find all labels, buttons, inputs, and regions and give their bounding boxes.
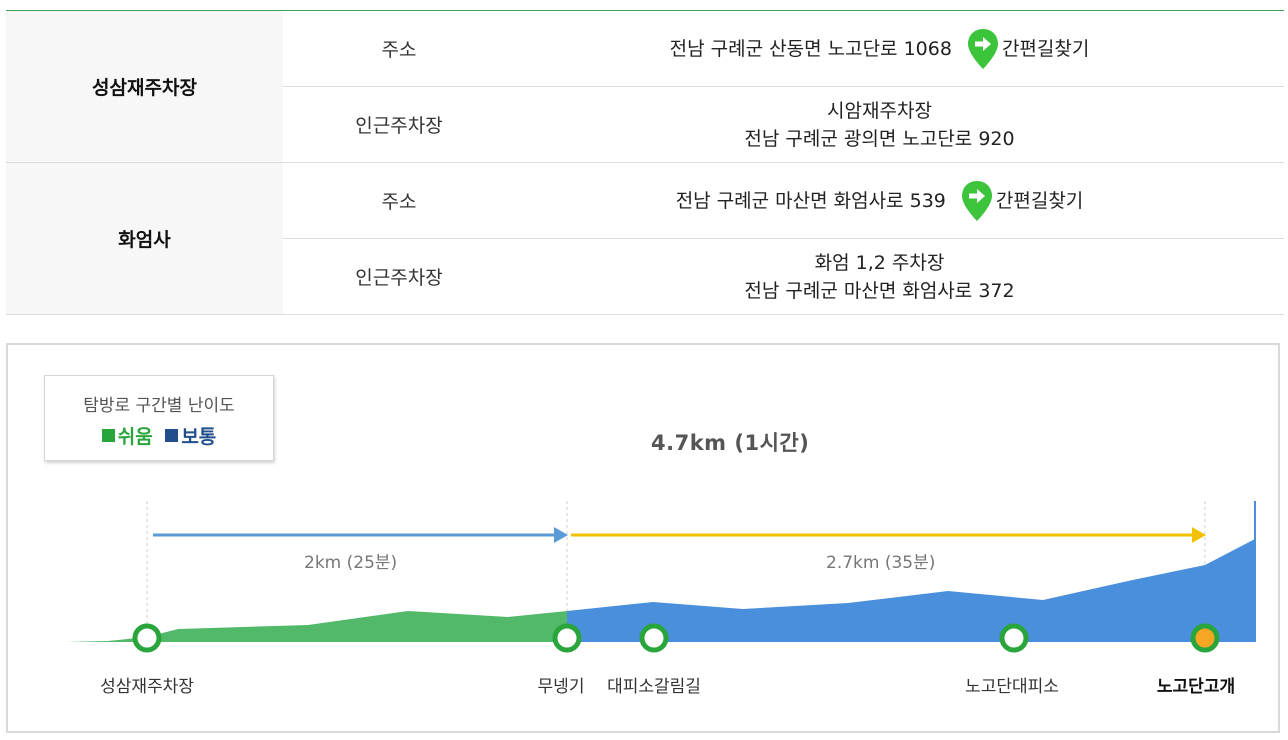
stop-label: 무넹기 [537, 677, 585, 697]
difficulty-legend: 탐방로 구간별 난이도 쉬움 보통 [44, 375, 274, 461]
segment-arrow-easy [153, 527, 568, 543]
parking-group: 화엄사 주소 전남 구례군 마산면 화엄사로 539 간편길찾기 [6, 163, 1284, 315]
stop-label: 성삼재주차장 [100, 677, 194, 697]
stop-marker-start [132, 623, 162, 653]
nearby-parking-address: 전남 구례군 광의면 노고단로 920 [744, 127, 1015, 150]
stop-marker-shelter [999, 623, 1029, 653]
row-label: 인근주차장 [355, 115, 443, 137]
normal-swatch [165, 429, 179, 442]
nearby-parking-row: 인근주차장 시암재주차장 전남 구례군 광의면 노고단로 920 [283, 86, 1284, 162]
elevation-area-normal [567, 539, 1255, 642]
row-label: 주소 [381, 191, 417, 213]
easy-route-label: 간편길찾기 [995, 189, 1084, 212]
stop-label: 대피소갈림길 [607, 677, 701, 697]
parking-table: 성삼재주차장 주소 전남 구례군 산동면 노고단로 1068 간편길찾기 [6, 10, 1284, 315]
easy-swatch [101, 429, 115, 442]
stop-marker-mungi [552, 623, 582, 653]
stop-marker-junction [639, 623, 669, 653]
stop-label-end: 노고단고개 [1156, 677, 1236, 697]
total-distance: 4.7km (1시간) [651, 431, 810, 455]
nearby-parking-row: 인근주차장 화엄 1,2 주차장 전남 구례군 마산면 화엄사로 372 [283, 238, 1284, 314]
easy-route-label: 간편길찾기 [1001, 37, 1090, 60]
legend-title: 탐방로 구간별 난이도 [83, 396, 235, 416]
address-text: 전남 구례군 산동면 노고단로 1068 [669, 37, 952, 60]
address-text: 전남 구례군 마산면 화엄사로 539 [675, 189, 946, 212]
stop-label: 노고단대피소 [965, 677, 1059, 697]
legend-easy: 쉬움 [101, 426, 153, 448]
easy-route-link[interactable]: 간편길찾기 [966, 28, 1089, 70]
row-label: 주소 [381, 39, 417, 61]
directions-pin-icon [961, 180, 992, 221]
parking-group-name: 성삼재주차장 [6, 11, 283, 162]
trail-profile-svg [66, 501, 1256, 653]
segment-arrow-normal [571, 527, 1206, 543]
segment-label-normal: 2.7km (35분) [826, 553, 936, 573]
address-row: 주소 전남 구례군 마산면 화엄사로 539 간편길찾기 [283, 163, 1284, 238]
row-label: 인근주차장 [355, 267, 443, 289]
directions-pin-icon [967, 28, 998, 69]
address-row: 주소 전남 구례군 산동면 노고단로 1068 간편길찾기 [283, 11, 1284, 86]
easy-route-link[interactable]: 간편길찾기 [960, 180, 1083, 222]
trail-diagram: 탐방로 구간별 난이도 쉬움 보통 4.7km (1시간) 2km (25분) … [6, 343, 1280, 733]
nearby-parking-address: 전남 구례군 마산면 화엄사로 372 [744, 279, 1015, 302]
stop-marker-end [1190, 623, 1220, 653]
parking-group: 성삼재주차장 주소 전남 구례군 산동면 노고단로 1068 간편길찾기 [6, 11, 1284, 163]
legend-normal: 보통 [165, 426, 216, 448]
nearby-parking-name: 화엄 1,2 주차장 [814, 251, 945, 274]
nearby-parking-name: 시암재주차장 [827, 99, 932, 122]
elevation-area-easy [66, 611, 567, 642]
parking-group-name: 화엄사 [6, 163, 283, 314]
segment-label-easy: 2km (25분) [304, 553, 398, 573]
